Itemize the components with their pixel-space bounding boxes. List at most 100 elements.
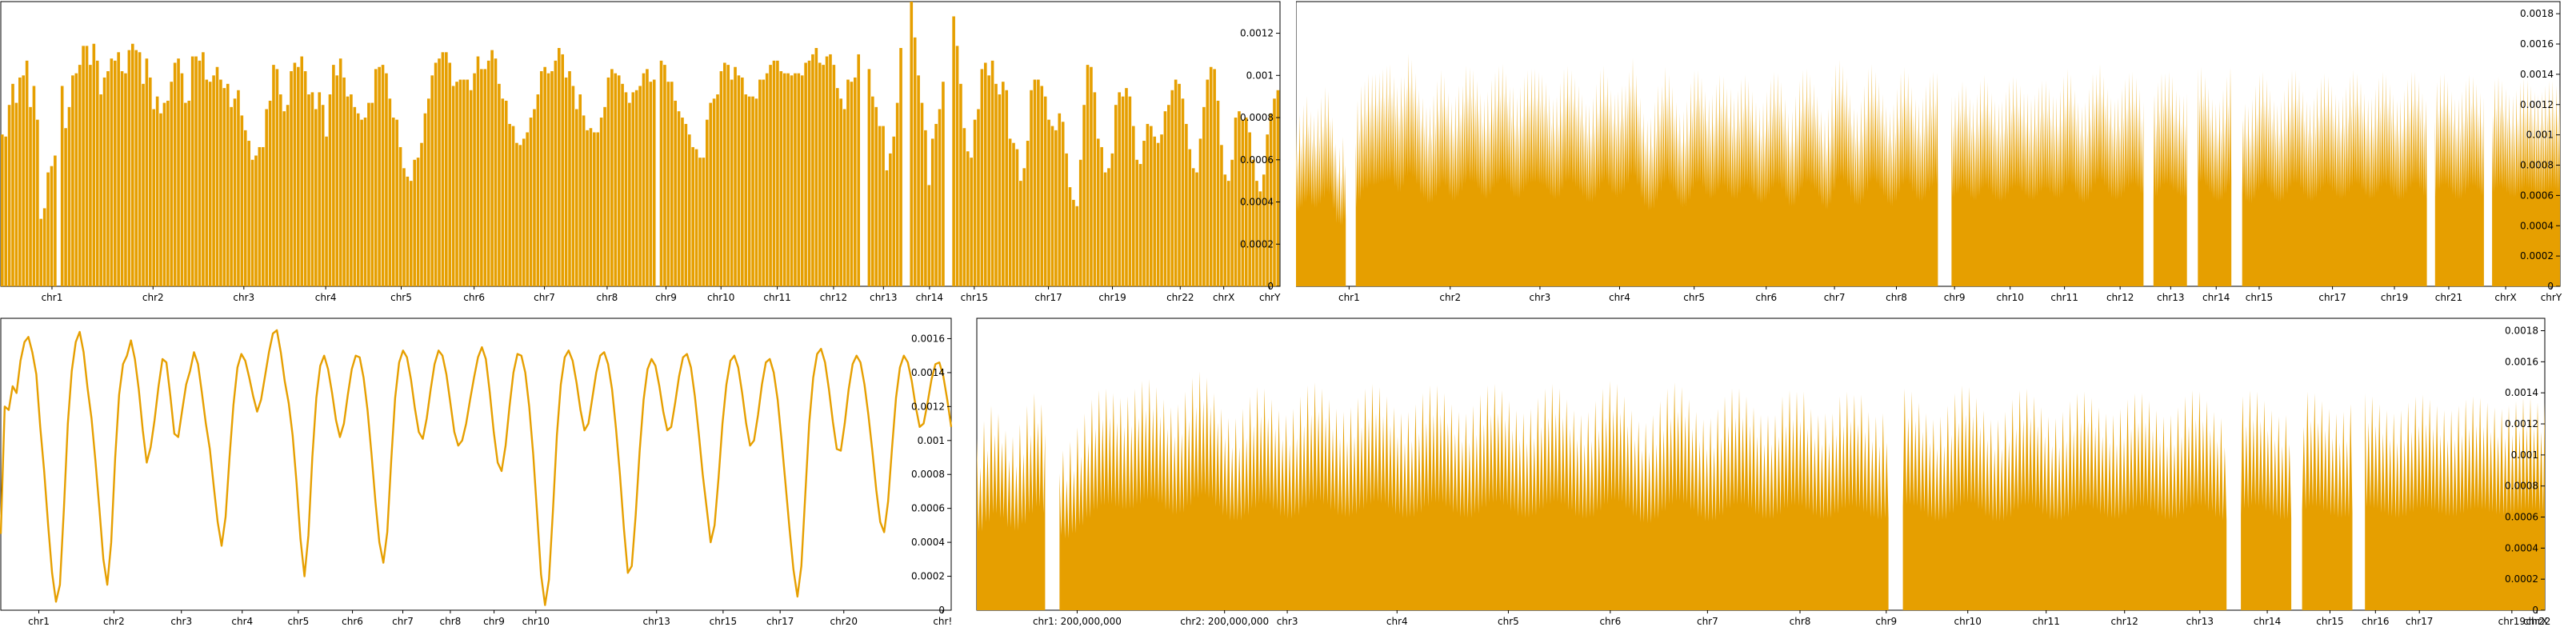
bar (822, 65, 825, 287)
y-tick-label: 0.0014 (2505, 387, 2538, 398)
bar (113, 60, 117, 286)
bar (832, 65, 836, 287)
area-segment (2434, 73, 2484, 287)
bar (89, 65, 92, 287)
bar (1230, 159, 1234, 286)
y-tick-label: 0.0002 (911, 571, 945, 582)
x-tick-label: chr8 (597, 292, 618, 303)
bar (1238, 111, 1241, 286)
x-tick-label: chr13 (2186, 616, 2214, 627)
x-tick-label: chr2 (142, 292, 164, 303)
x-tick-label: chr13 (2157, 292, 2184, 303)
bar (198, 60, 202, 286)
bar (1226, 181, 1230, 286)
area-segment (1355, 53, 1938, 287)
bar (170, 82, 174, 287)
y-tick-label: 0.001 (2511, 449, 2538, 461)
bar (395, 119, 398, 286)
y-tick-label: 0.0012 (2505, 418, 2538, 429)
bar (504, 100, 508, 286)
x-tick-label: chr12 (2111, 616, 2138, 627)
x-tick-label: chr5 (1683, 292, 1705, 303)
bar (202, 52, 205, 286)
bar (483, 69, 487, 286)
bar (754, 98, 758, 286)
bar (445, 52, 448, 286)
bar (962, 128, 966, 286)
bar (212, 75, 215, 287)
bar (726, 65, 730, 287)
bar (14, 102, 18, 286)
bar (1153, 136, 1157, 286)
bar (994, 83, 998, 286)
bar (180, 73, 184, 286)
bar (71, 75, 74, 287)
bar (606, 77, 610, 287)
x-tick-label: chr3 (170, 616, 192, 627)
bar (402, 168, 406, 286)
x-tick-label: chr2: 200,000,000 (1180, 616, 1269, 627)
bar (1037, 79, 1040, 286)
x-tick-label: chr4 (1386, 616, 1408, 627)
bar (208, 82, 212, 287)
bar (1033, 79, 1037, 286)
bar (1188, 149, 1192, 286)
bar (25, 60, 29, 286)
bar (110, 58, 114, 286)
bar (441, 52, 445, 286)
bar (1019, 181, 1022, 286)
bar (1061, 122, 1065, 286)
x-tick-label: chr3 (233, 292, 254, 303)
bar (681, 118, 684, 286)
bar (278, 94, 282, 286)
bar (303, 71, 307, 287)
bar (970, 158, 973, 286)
bar (1065, 153, 1068, 286)
x-tick-label: chr14 (2254, 616, 2281, 627)
y-tick-label: 0 (1267, 281, 1274, 292)
bar (22, 75, 26, 287)
bar (124, 73, 127, 286)
area-segment (2492, 76, 2560, 286)
bar (350, 94, 353, 286)
bar (511, 126, 515, 286)
bar (381, 65, 385, 287)
bar (162, 102, 166, 286)
bar (1002, 82, 1005, 287)
x-tick-label: chr11 (2033, 616, 2060, 627)
bar (1273, 98, 1276, 286)
y-tick-label: 0.0004 (2505, 542, 2538, 553)
x-tick-label: chr10 (1996, 292, 2023, 303)
x-tick-label: chr1 (1338, 292, 1360, 303)
bar (1167, 105, 1170, 286)
x-tick-label: chr17 (766, 616, 794, 627)
bar (857, 54, 861, 287)
x-tick-label: chr9 (1875, 616, 1897, 627)
x-tick-label: chr3 (1277, 616, 1298, 627)
bar (1047, 119, 1050, 286)
bar (1234, 118, 1238, 286)
bar (451, 86, 455, 286)
x-tick-label: chr10 (707, 292, 734, 303)
bar (973, 119, 977, 286)
bar (899, 48, 902, 286)
bar (261, 146, 265, 286)
bar (571, 86, 575, 286)
bar (29, 106, 32, 286)
bar (751, 96, 754, 286)
bar (998, 94, 1002, 286)
bar (1015, 149, 1019, 286)
bar (1128, 96, 1132, 286)
bar (187, 100, 191, 286)
bar (18, 77, 22, 287)
bar (747, 96, 751, 286)
bar (498, 83, 501, 286)
area-segment (1902, 385, 2227, 610)
bar (427, 98, 430, 286)
bar (42, 208, 46, 286)
chart-top-left-svg: 0 0.0002 0.0004 0.0006 0.0008 0.001 0.0012 chr1… (0, 1, 1281, 303)
bar (215, 66, 219, 286)
bar (910, 2, 914, 286)
bar (134, 50, 138, 287)
x-tick-label: chr13 (643, 616, 670, 627)
